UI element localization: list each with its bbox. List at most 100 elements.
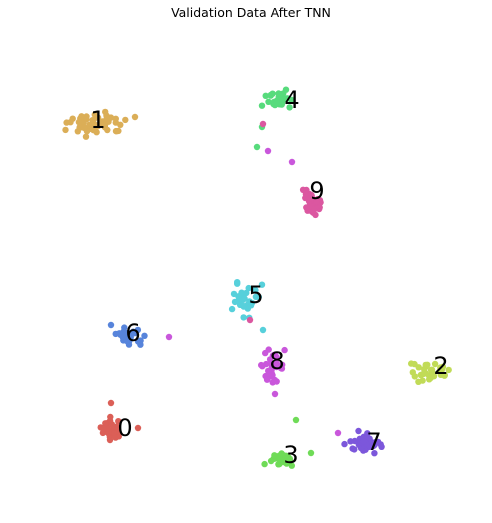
cluster-label-7: 7	[366, 428, 381, 456]
point-cluster-1	[91, 111, 99, 118]
point-cluster-1	[117, 121, 124, 128]
point-cluster-7	[349, 445, 356, 452]
point-cluster-8	[273, 360, 280, 367]
point-cluster-0	[107, 399, 115, 407]
point-cluster-8	[258, 361, 265, 369]
cluster-label-0: 0	[117, 414, 132, 442]
point-cluster-4	[278, 101, 285, 108]
point-cluster-5	[247, 302, 255, 309]
point-cluster-4	[282, 86, 290, 93]
point-cluster-4	[265, 98, 272, 106]
point-cluster-2	[421, 369, 428, 377]
point-cluster-1	[122, 116, 129, 124]
point-cluster-7	[378, 443, 385, 450]
point-cluster-4	[275, 90, 282, 97]
point-cluster-3	[307, 449, 315, 457]
point-cluster-5	[230, 290, 238, 298]
point-cluster-0	[106, 436, 114, 444]
cluster-label-6: 6	[125, 319, 140, 347]
point-cluster-5	[240, 302, 247, 310]
point-cluster-8	[288, 158, 296, 166]
point-cluster-2	[411, 360, 418, 368]
chart-title: Validation Data After TNN	[171, 5, 331, 20]
point-cluster-7	[347, 438, 354, 445]
point-cluster-1	[83, 128, 91, 135]
cluster-label-8: 8	[269, 347, 284, 375]
point-cluster-3	[286, 457, 293, 464]
point-cluster-9	[302, 194, 309, 202]
point-cluster-2	[439, 363, 447, 370]
point-cluster-2	[424, 361, 431, 368]
cluster-label-1: 1	[90, 106, 105, 134]
cluster-labels: 0 1 2 3 4 5 6 7 8 9	[90, 86, 448, 469]
point-cluster-0	[99, 425, 107, 432]
point-cluster-0	[106, 417, 114, 424]
point-cluster-0	[112, 434, 119, 441]
point-cluster-2	[415, 378, 422, 385]
point-cluster-0	[104, 425, 112, 432]
point-cluster-1	[103, 112, 110, 119]
point-cluster-9	[307, 195, 314, 202]
point-cluster-4	[262, 92, 269, 100]
point-cluster-6	[107, 321, 115, 329]
point-cluster-1	[90, 123, 97, 130]
point-cluster-7	[360, 438, 367, 445]
point-cluster-2	[427, 366, 435, 374]
point-cluster-2	[431, 360, 439, 368]
point-cluster-6	[141, 332, 148, 339]
point-cluster-6	[137, 341, 144, 348]
point-cluster-1	[76, 124, 83, 131]
point-cluster-1	[69, 115, 76, 122]
point-cluster-9	[259, 120, 267, 128]
point-cluster-8	[262, 349, 269, 357]
point-cluster-7	[341, 440, 348, 448]
point-cluster-5	[245, 284, 252, 292]
point-cluster-8	[281, 346, 288, 354]
cluster-label-3: 3	[283, 441, 298, 469]
point-cluster-2	[427, 374, 434, 382]
point-cluster-7	[371, 441, 378, 448]
point-cluster-8	[268, 364, 275, 371]
point-cluster-9	[303, 204, 310, 211]
point-cluster-6	[121, 324, 128, 331]
point-cluster-6	[130, 328, 137, 335]
point-cluster-2	[445, 366, 452, 374]
point-cluster-8	[271, 390, 279, 398]
point-cluster-1	[90, 117, 97, 124]
point-cluster-2	[441, 372, 448, 379]
point-cluster-5	[240, 314, 247, 321]
cluster-label-5: 5	[248, 281, 263, 309]
point-cluster-8	[271, 351, 278, 358]
point-cluster-4	[267, 91, 274, 99]
point-cluster-8	[165, 333, 173, 341]
point-cluster-0	[102, 420, 109, 427]
point-cluster-1	[113, 128, 120, 135]
point-cluster-5	[228, 305, 236, 313]
point-cluster-0	[134, 424, 142, 432]
point-cluster-0	[115, 418, 122, 425]
point-cluster-4	[253, 143, 261, 151]
point-cluster-5	[259, 326, 267, 334]
point-cluster-5	[243, 289, 250, 297]
point-cluster-4	[288, 96, 295, 104]
point-cluster-0	[99, 429, 107, 437]
point-cluster-8	[271, 376, 278, 384]
point-cluster-8	[278, 365, 286, 372]
point-cluster-5	[234, 279, 241, 286]
point-cluster-3	[271, 452, 278, 459]
point-cluster-8	[334, 429, 342, 437]
point-cluster-5	[238, 289, 245, 296]
point-cluster-9	[246, 316, 254, 324]
point-cluster-1	[75, 118, 83, 126]
point-cluster-2	[411, 373, 418, 380]
cluster-label-9: 9	[309, 177, 324, 205]
point-cluster-1	[82, 133, 90, 140]
point-cluster-5	[258, 281, 266, 288]
point-cluster-3	[292, 416, 300, 424]
point-cluster-1	[78, 113, 85, 120]
point-cluster-8	[263, 376, 271, 383]
point-cluster-7	[355, 427, 362, 435]
point-cluster-8	[264, 147, 272, 155]
point-cluster-6	[123, 337, 130, 344]
